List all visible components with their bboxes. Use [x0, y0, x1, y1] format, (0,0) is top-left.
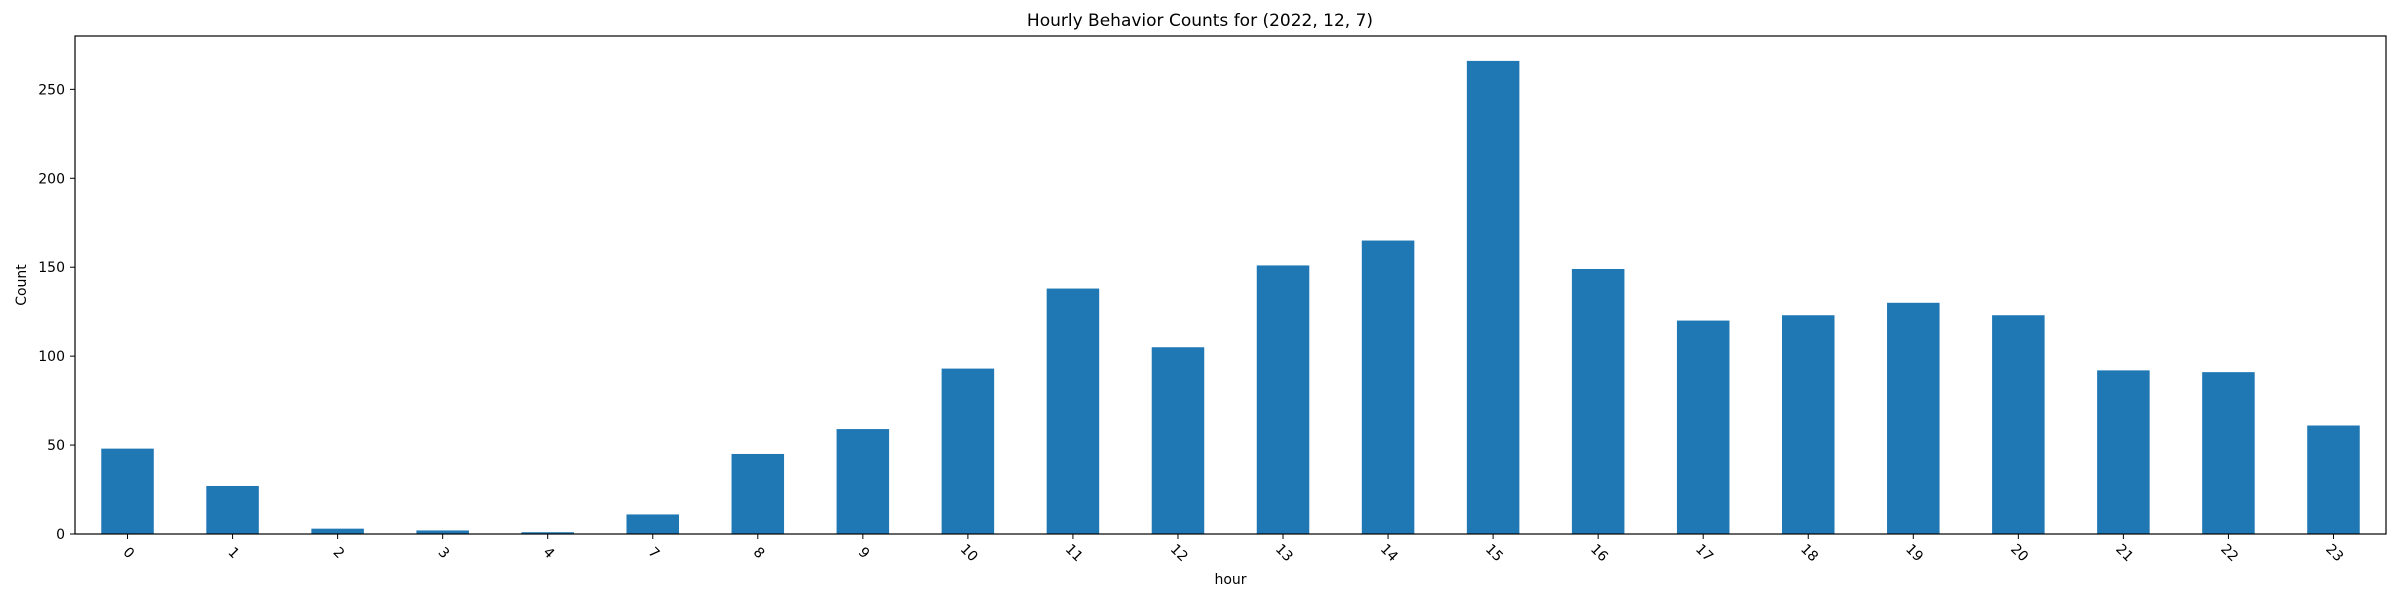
bar-hour-1	[206, 485, 259, 534]
bar-hour-13	[1256, 265, 1310, 534]
y-tick-label: 50	[47, 438, 65, 454]
bar-hour-19	[1887, 302, 1940, 534]
bar-hour-11	[1046, 288, 1100, 534]
y-tick-label: 150	[38, 260, 65, 276]
bar-hour-12	[1151, 347, 1205, 534]
y-axis-label: Count	[14, 264, 30, 306]
x-axis-label: hour	[1214, 572, 1246, 588]
bars-group	[101, 60, 2360, 535]
plot-frame	[74, 35, 2387, 535]
bar-hour-22	[2202, 372, 2255, 534]
bar-hour-8	[731, 453, 785, 534]
bar-hour-23	[2307, 425, 2360, 534]
y-tick-label: 200	[38, 171, 65, 187]
bar-hour-4	[521, 532, 574, 534]
bar-hour-0	[101, 448, 154, 534]
bar-hour-15	[1466, 60, 1520, 535]
bar-hour-16	[1571, 268, 1625, 534]
bar-hour-10	[941, 368, 995, 534]
bar-hour-7	[626, 514, 680, 534]
bar-hour-20	[1992, 315, 2045, 534]
bar-hour-3	[416, 530, 469, 534]
bar-hour-17	[1676, 320, 1730, 534]
bar-hour-9	[836, 429, 890, 534]
bar-hour-21	[2097, 370, 2150, 534]
y-axis: 0 50 100 150 200 250	[38, 82, 75, 543]
bar-hour-18	[1781, 315, 1835, 534]
y-tick-label: 250	[38, 82, 65, 98]
bar-hour-14	[1361, 240, 1415, 535]
chart-title: Hourly Behavior Counts for (2022, 12, 7)	[1027, 11, 1373, 31]
y-tick-label: 100	[38, 349, 65, 365]
bar-hour-2	[311, 528, 364, 534]
y-tick-label: 0	[56, 527, 65, 543]
